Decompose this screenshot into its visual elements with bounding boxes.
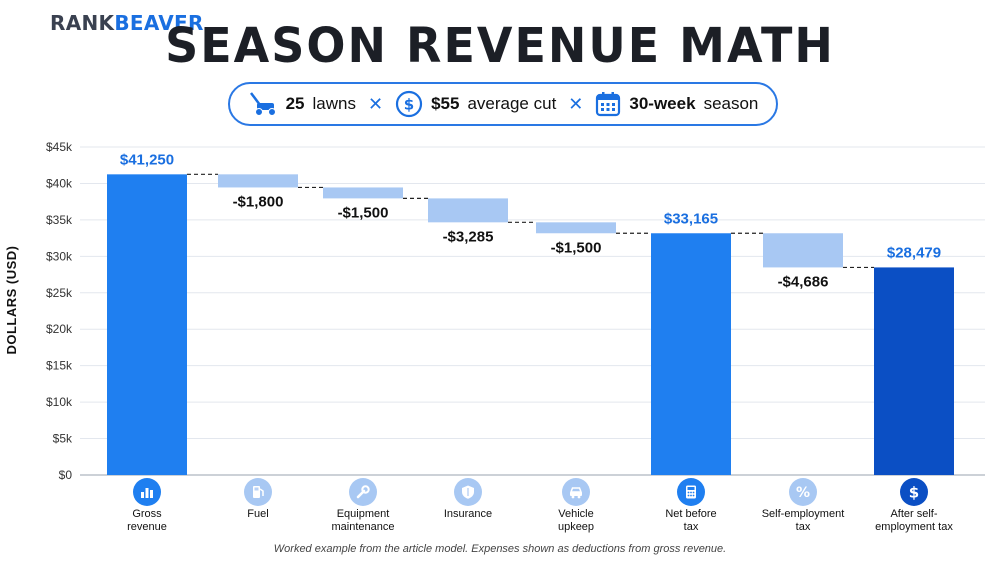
bar-6 <box>763 233 843 268</box>
assumption-season-label: season <box>703 94 759 113</box>
svg-text:%: % <box>796 485 810 500</box>
assumption-season: 30-week season <box>595 91 758 117</box>
shield-icon <box>454 478 482 506</box>
brand-part1: RANK <box>50 11 115 35</box>
bar-1 <box>218 174 298 188</box>
category-label: Insurance <box>443 508 493 520</box>
data-label: -$1,500 <box>551 239 602 256</box>
fuel-pump-icon <box>244 478 272 506</box>
calculator-icon <box>677 478 705 506</box>
assumption-season-value: 30-week <box>629 94 696 113</box>
percent-icon: % <box>789 478 817 506</box>
assumption-cut-price: $ $55 average cut <box>395 90 556 118</box>
y-tick-label: $10k <box>46 395 73 409</box>
y-tick-label: $25k <box>46 286 73 300</box>
y-tick-label: $30k <box>46 249 73 263</box>
category-label: Gross revenue <box>127 508 167 533</box>
category-label: After self-employment tax <box>875 508 953 533</box>
y-tick-label: $5k <box>53 432 73 446</box>
times-icon: ✕ <box>568 93 584 114</box>
y-tick-label: $0 <box>59 468 73 482</box>
svg-text:$: $ <box>909 484 919 500</box>
assumption-lawns-value: 25 <box>285 94 305 113</box>
bar-3 <box>428 198 508 223</box>
category-label: Vehicle upkeep <box>557 508 595 533</box>
data-label: -$1,800 <box>233 193 284 210</box>
category-label: Self-employment tax <box>761 508 845 533</box>
bar-0 <box>107 174 187 476</box>
bar-chart-icon <box>133 478 161 506</box>
lawn-mower-icon <box>249 92 276 116</box>
assumption-price-value: $55 <box>431 94 460 113</box>
brand-logo: RANKBEAVER <box>50 11 204 35</box>
svg-text:$: $ <box>404 96 414 114</box>
y-tick-label: $45k <box>46 140 73 154</box>
assumption-lawns-label: lawns <box>312 94 356 113</box>
bar-7 <box>874 267 954 475</box>
data-label: $28,479 <box>887 244 941 261</box>
data-label: -$4,686 <box>778 273 829 290</box>
y-tick-label: $35k <box>46 213 73 227</box>
assumption-lawns: 25 lawns <box>248 91 356 117</box>
footnote: Worked example from the article model. E… <box>273 543 727 555</box>
dollar-icon: $ <box>900 478 928 506</box>
wrench-icon <box>349 478 377 506</box>
car-icon <box>562 478 590 506</box>
calendar-icon <box>596 92 621 117</box>
page-title: SEASON REVENUE MATH <box>165 16 835 74</box>
assumptions-pill: 25 lawns ✕ $ $55 average cut ✕ 30-week s… <box>228 82 778 126</box>
brand-part2: BEAVER <box>114 11 204 35</box>
data-label: -$1,500 <box>338 204 389 221</box>
data-label: $33,165 <box>664 210 718 227</box>
data-label: -$3,285 <box>443 228 494 245</box>
category-label: Fuel <box>247 508 269 520</box>
category-label: Equipment maintenance <box>331 508 395 533</box>
times-icon: ✕ <box>367 93 384 114</box>
bar-5 <box>651 233 731 475</box>
bar-4 <box>536 222 616 234</box>
category-label: Net before tax <box>665 508 717 533</box>
y-tick-label: $40k <box>46 176 73 190</box>
dollar-icon: $ <box>395 90 423 118</box>
y-tick-label: $15k <box>46 359 73 373</box>
bar-2 <box>323 187 403 199</box>
assumption-price-label: average cut <box>467 94 557 113</box>
data-label: $41,250 <box>120 151 174 168</box>
y-tick-label: $20k <box>46 322 73 336</box>
